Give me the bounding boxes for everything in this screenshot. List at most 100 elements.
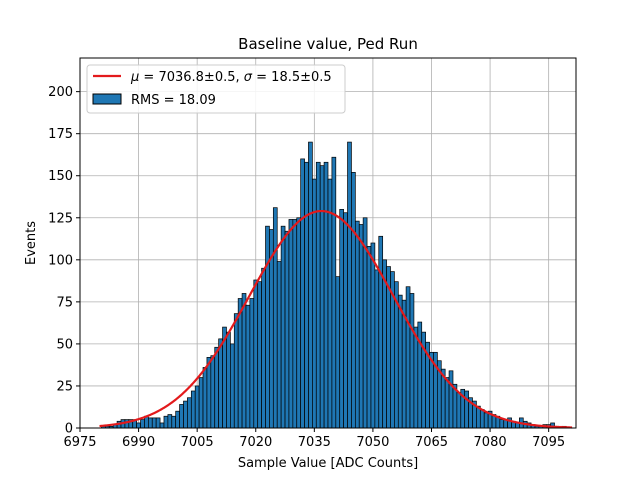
histogram-bar xyxy=(354,220,360,429)
histogram-bar xyxy=(284,230,290,429)
histogram-bar xyxy=(210,355,216,429)
histogram-bar xyxy=(265,225,270,429)
histogram-bar xyxy=(198,377,204,429)
histogram-bar xyxy=(413,326,419,429)
histogram-bar xyxy=(183,400,188,429)
histogram-bar xyxy=(374,269,380,429)
histogram-bar xyxy=(276,261,282,429)
histogram-bar xyxy=(296,217,302,429)
legend: μ = 7036.8±0.5, σ = 18.5±0.5 RMS = 18.09 xyxy=(86,64,346,114)
histogram-bar xyxy=(499,419,505,429)
x-tick-label: 7035 xyxy=(298,435,331,450)
histogram-bar xyxy=(253,279,259,429)
x-axis-label: Sample Value [ADC Counts] xyxy=(238,456,418,471)
histogram-bar xyxy=(233,313,239,429)
y-tick-label: 175 xyxy=(48,127,73,142)
histogram-bar xyxy=(464,390,469,429)
histogram-bar xyxy=(163,415,169,429)
histogram-bar xyxy=(444,377,450,429)
histogram-bar xyxy=(272,207,278,429)
histogram-bar xyxy=(151,417,157,429)
histogram-bar xyxy=(147,417,153,429)
plot-frame xyxy=(79,57,577,429)
x-tick-label: 7080 xyxy=(474,435,507,450)
histogram-bar xyxy=(206,357,212,429)
histogram-bar xyxy=(448,370,454,429)
histogram-bar xyxy=(140,419,145,429)
histogram-bar xyxy=(237,298,243,429)
histogram-bar xyxy=(245,304,251,429)
histogram-bar xyxy=(382,259,387,429)
histogram-bar xyxy=(312,178,317,429)
histogram-bar xyxy=(241,293,247,429)
histogram-bar xyxy=(155,417,161,429)
histogram-bar xyxy=(378,235,384,429)
histogram-bar xyxy=(315,161,321,429)
histogram-bar xyxy=(358,224,364,429)
histogram-bar xyxy=(159,422,165,429)
chart-title: Baseline value, Ped Run xyxy=(238,35,418,53)
histogram-bar xyxy=(405,286,411,429)
histogram-bar xyxy=(331,156,337,429)
y-axis-ticks: 0 25 50 75 100 125 150 175 200 xyxy=(48,85,80,437)
histogram-bar xyxy=(304,161,309,429)
x-tick-label: 7005 xyxy=(181,435,214,450)
x-tick-label: 6990 xyxy=(122,435,155,450)
histogram-bar xyxy=(308,141,313,429)
y-tick-label: 150 xyxy=(48,169,73,184)
y-tick-label: 125 xyxy=(48,211,73,226)
histogram-bar xyxy=(366,246,372,429)
histogram-bar xyxy=(202,367,208,429)
histogram-bar xyxy=(249,298,255,429)
legend-histogram-label: RMS = 18.09 xyxy=(131,93,216,108)
y-axis-label: Events xyxy=(24,221,39,265)
x-tick-label: 7095 xyxy=(532,435,565,450)
histogram-bar xyxy=(292,219,298,429)
x-tick-label: 7065 xyxy=(415,435,448,450)
y-tick-label: 75 xyxy=(56,295,73,310)
x-tick-label: 6975 xyxy=(63,435,96,450)
histogram-bar xyxy=(171,415,177,429)
histogram-bar xyxy=(190,390,196,429)
histogram-bar xyxy=(327,178,333,429)
histogram-bar xyxy=(347,141,352,429)
histogram-bar xyxy=(136,422,141,429)
histogram-bar xyxy=(175,410,180,429)
legend-box xyxy=(86,64,346,114)
histogram-bar xyxy=(335,276,341,429)
y-tick-label: 100 xyxy=(48,253,73,268)
legend-histogram-swatch xyxy=(92,93,122,105)
histogram-bar xyxy=(483,412,489,429)
histogram-bar xyxy=(370,242,376,429)
histogram-bar xyxy=(230,343,235,429)
fit-curve xyxy=(99,209,573,429)
histogram-bar xyxy=(300,158,305,429)
histogram-bar xyxy=(194,385,200,429)
legend-fit-label: μ = 7036.8±0.5, σ = 18.5±0.5 xyxy=(130,70,332,85)
histogram-bar xyxy=(343,212,348,429)
y-tick-label: 200 xyxy=(48,85,73,100)
histogram-bar xyxy=(167,414,173,429)
histogram-bar xyxy=(397,294,403,429)
histogram-bar xyxy=(456,392,462,429)
histogram-bar xyxy=(226,331,231,429)
histogram-bar xyxy=(218,338,223,429)
histogram-bar xyxy=(409,293,415,429)
histogram-bar xyxy=(214,346,219,429)
x-tick-label: 7020 xyxy=(239,435,272,450)
histogram-bar xyxy=(323,161,329,429)
y-tick-label: 50 xyxy=(56,337,73,352)
y-tick-label: 25 xyxy=(56,379,73,394)
histogram-bar xyxy=(319,165,325,429)
y-tick-label: 0 xyxy=(65,422,73,437)
histogram-bar xyxy=(280,225,286,429)
histogram-bar xyxy=(288,219,294,429)
histogram-bar xyxy=(339,209,344,429)
histogram-bar xyxy=(351,172,356,429)
histogram-bar xyxy=(479,409,485,429)
x-tick-label: 7050 xyxy=(356,435,389,450)
histogram-bar xyxy=(261,267,266,429)
histogram-bar xyxy=(187,397,192,429)
x-axis-ticks: 6975 6990 7005 7020 7035 7050 7065 7080 7095 xyxy=(63,428,565,450)
